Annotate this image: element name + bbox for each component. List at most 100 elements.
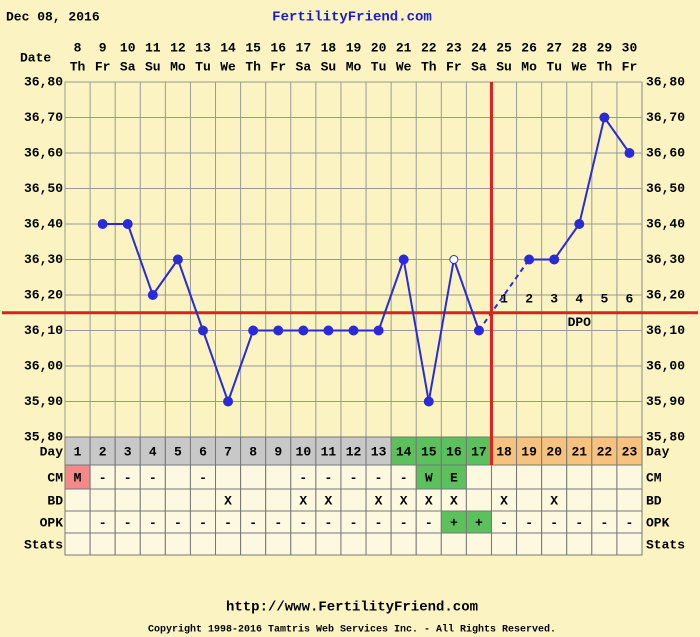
table-cell xyxy=(240,488,267,512)
temp-point xyxy=(398,254,409,265)
temp-point xyxy=(323,325,334,336)
cell-text: + xyxy=(450,515,458,530)
temp-point xyxy=(348,325,359,336)
temp-point xyxy=(624,148,635,158)
weekday-label: Fr xyxy=(270,59,286,74)
table-cell xyxy=(591,532,618,556)
date-label: 29 xyxy=(597,40,613,55)
copyright: Copyright 1998-2016 Tamtris Web Services… xyxy=(148,624,556,636)
cell-text: - xyxy=(375,470,383,485)
table-cell xyxy=(315,464,342,490)
date-label: 15 xyxy=(245,40,261,55)
table-cell xyxy=(265,464,292,490)
table-cell xyxy=(139,436,166,466)
table-cell xyxy=(164,464,191,490)
date-label: 21 xyxy=(396,40,412,55)
date-label: 19 xyxy=(346,40,362,55)
table-cell xyxy=(64,532,91,556)
line-segment xyxy=(553,223,581,261)
line-segment xyxy=(126,223,154,296)
dpo-number: 3 xyxy=(550,291,558,306)
table-cell xyxy=(340,488,367,512)
y2-tick-label: 36,70 xyxy=(646,110,685,125)
cell-text: + xyxy=(475,515,483,530)
weekday-label: Th xyxy=(245,59,261,74)
cell-text: 2 xyxy=(99,444,107,459)
cell-text: - xyxy=(400,515,408,530)
cell-text: X xyxy=(299,493,307,508)
weekday-label: Th xyxy=(421,59,437,74)
table-cell xyxy=(240,464,267,490)
y-tick-label: 36,20 xyxy=(24,287,63,302)
weekday-label: We xyxy=(571,59,587,74)
cell-text: - xyxy=(174,515,182,530)
cell-text: - xyxy=(400,470,408,485)
date-label: 23 xyxy=(446,40,462,55)
cell-text: - xyxy=(425,515,433,530)
y-tick-label: 36,40 xyxy=(24,216,63,231)
line-segment xyxy=(578,117,606,225)
date-label: 14 xyxy=(220,40,236,55)
date-label: 25 xyxy=(496,40,512,55)
cell-text: X xyxy=(450,493,458,508)
cell-text: - xyxy=(325,515,333,530)
cell-text: 14 xyxy=(396,444,412,459)
table-cell xyxy=(89,436,116,466)
temp-point xyxy=(97,219,108,229)
cell-text: X xyxy=(224,493,232,508)
y-tick-label: 36,00 xyxy=(24,358,63,373)
date-label: 18 xyxy=(321,40,337,55)
table-cell xyxy=(89,464,116,490)
table-cell xyxy=(114,532,141,556)
date-label: 8 xyxy=(74,40,82,55)
table-cell xyxy=(566,488,593,512)
cell-text: E xyxy=(450,470,458,485)
dpo-label: DPO xyxy=(568,315,592,330)
row-label: CM xyxy=(47,470,63,485)
cell-text: - xyxy=(274,515,282,530)
cell-text: - xyxy=(249,515,257,530)
weekday-label: Sa xyxy=(296,59,312,74)
cell-text: 19 xyxy=(521,444,537,459)
line-segment xyxy=(377,259,405,331)
cell-text: - xyxy=(124,470,132,485)
cell-text: - xyxy=(550,515,558,530)
table-cell xyxy=(215,436,242,466)
temp-point xyxy=(524,254,535,265)
temp-point xyxy=(549,254,560,265)
y-tick-label: 35,90 xyxy=(24,394,63,409)
cell-text: - xyxy=(350,515,358,530)
cell-text: 15 xyxy=(421,444,437,459)
table-cell xyxy=(89,532,116,556)
cell-text: 22 xyxy=(597,444,613,459)
weekday-label: Fr xyxy=(622,59,638,74)
temp-point xyxy=(298,325,309,336)
cell-text: - xyxy=(124,515,132,530)
cell-text: 4 xyxy=(149,444,157,459)
cell-text: 21 xyxy=(571,444,587,459)
weekday-label: Tu xyxy=(546,59,562,74)
weekday-label: Mo xyxy=(521,59,537,74)
table-cell xyxy=(340,464,367,490)
temp-point xyxy=(248,325,259,336)
table-cell xyxy=(390,464,417,490)
weekday-label: Tu xyxy=(371,59,387,74)
weekday-label: Fr xyxy=(446,59,462,74)
table-cell xyxy=(89,488,116,512)
line-segment xyxy=(151,258,179,296)
table-cell xyxy=(240,532,267,556)
table-cell xyxy=(164,532,191,556)
weekday-label: Th xyxy=(70,59,86,74)
cell-text: - xyxy=(626,515,634,530)
table-cell xyxy=(566,532,593,556)
line-segment xyxy=(227,330,255,402)
cell-text: 18 xyxy=(496,444,512,459)
cell-text: - xyxy=(99,515,107,530)
dpo-number: 4 xyxy=(575,291,583,306)
cell-text: - xyxy=(600,515,608,530)
weekday-label: Su xyxy=(496,59,512,74)
temp-point xyxy=(574,219,585,229)
row-label-right: CM xyxy=(646,470,662,485)
table-cell xyxy=(189,488,217,512)
table-cell xyxy=(164,436,191,466)
